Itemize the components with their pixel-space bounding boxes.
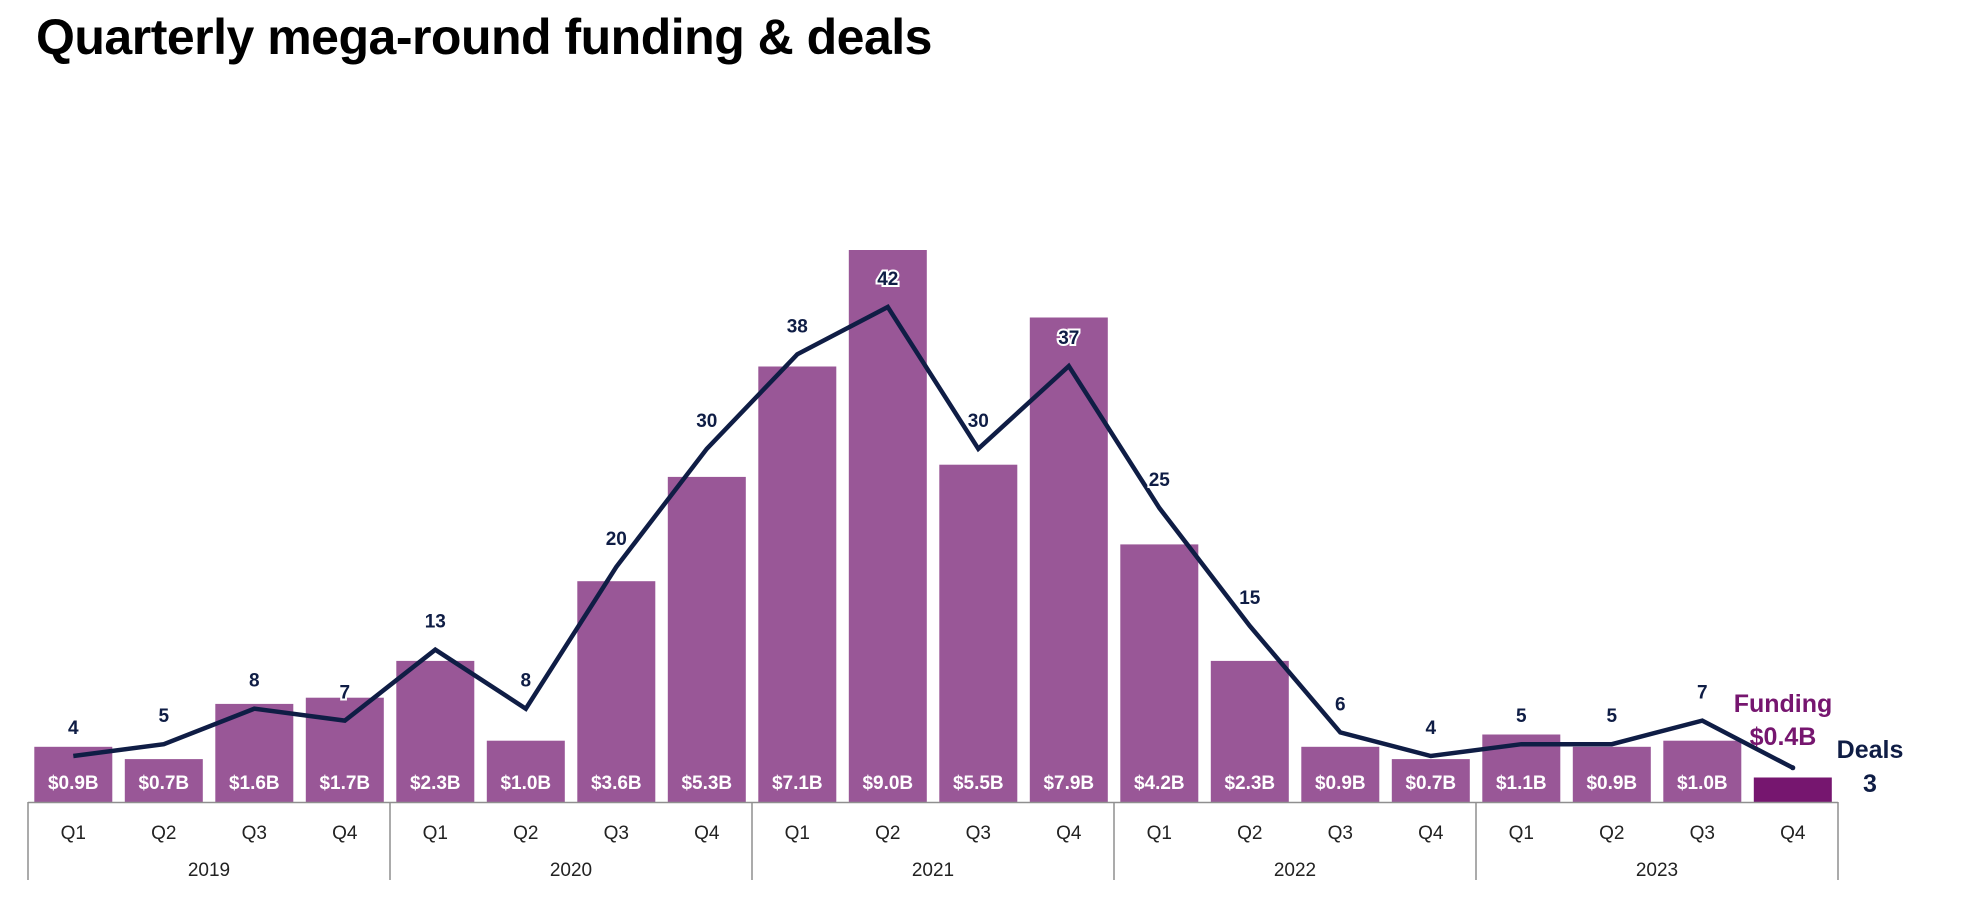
quarter-tick-label: Q3	[604, 823, 629, 844]
deal-count-label: 5	[1516, 706, 1527, 727]
quarter-tick-label: Q2	[875, 823, 900, 844]
quarter-tick-label: Q1	[61, 823, 86, 844]
deal-count-label: 4	[1426, 718, 1437, 739]
deals-line-layer	[73, 304, 1796, 771]
funding-bar	[1210, 660, 1289, 802]
quarter-tick-label: Q2	[1237, 823, 1262, 844]
deal-count-label: 42	[877, 269, 898, 290]
deal-count-label: 7	[340, 683, 351, 704]
deal-count-label: 38	[787, 316, 808, 337]
quarter-tick-label: Q3	[966, 823, 991, 844]
quarter-tick-label: Q2	[1599, 823, 1624, 844]
quarter-tick-label: Q3	[1690, 823, 1715, 844]
funding-bar-label: $0.7B	[138, 773, 189, 794]
chart-title: Quarterly mega-round funding & deals	[36, 9, 933, 65]
deal-count-label: 30	[968, 411, 989, 432]
funding-bar	[1029, 317, 1108, 802]
funding-bar-label: $5.3B	[681, 773, 732, 794]
funding-bar-label: $3.6B	[591, 773, 642, 794]
last-quarter-annotation: Funding $0.4B Deals 3	[1734, 690, 1904, 798]
funding-bar	[486, 740, 565, 802]
quarter-tick-label: Q1	[1147, 823, 1172, 844]
deal-count-label: 5	[159, 706, 170, 727]
funding-bar-label: $0.9B	[1315, 773, 1366, 794]
funding-bar	[396, 660, 475, 802]
funding-bar	[848, 250, 927, 802]
funding-bar	[1120, 544, 1199, 802]
quarter-tick-label: Q3	[242, 823, 267, 844]
funding-bar-label: $2.3B	[1224, 773, 1275, 794]
deal-labels: 4 5 8 7 13 8 20 30 38 42 30 37 25 15 6 4 5 5 7	[66, 267, 1710, 741]
deals-line-endpoint	[1790, 765, 1796, 771]
deal-count-label: 15	[1239, 588, 1261, 609]
deal-count-label: 20	[606, 529, 627, 550]
funding-bar-label: $1.7B	[319, 773, 370, 794]
funding-bar	[1663, 740, 1742, 802]
year-label: 2020	[550, 860, 592, 881]
funding-bar	[1753, 777, 1832, 802]
funding-bar-label: $5.5B	[953, 773, 1004, 794]
year-label: 2021	[912, 860, 954, 881]
deal-count-label: 7	[1697, 683, 1708, 704]
funding-bar-label: $1.0B	[500, 773, 551, 794]
deal-count-label: 6	[1335, 694, 1346, 715]
quarter-tick-label: Q4	[1780, 823, 1806, 844]
quarter-tick-label: Q1	[423, 823, 448, 844]
funding-bar-label: $7.9B	[1043, 773, 1094, 794]
year-label: 2023	[1636, 860, 1678, 881]
deal-count-label: 8	[249, 671, 260, 692]
funding-bar	[1391, 759, 1470, 802]
annotation-funding-value: $0.4B	[1750, 723, 1817, 751]
quarter-tick-label: Q1	[1509, 823, 1534, 844]
funding-bar	[124, 759, 203, 802]
quarter-tick-label: Q4	[1056, 823, 1082, 844]
quarter-tick-label: Q4	[1418, 823, 1444, 844]
funding-bar-label: $1.0B	[1677, 773, 1728, 794]
quarter-tick-label: Q3	[1328, 823, 1353, 844]
deal-count-label: 30	[696, 411, 717, 432]
funding-bar-label: $1.6B	[229, 773, 280, 794]
funding-bar	[1301, 746, 1380, 802]
year-label: 2022	[1274, 860, 1316, 881]
funding-bar	[758, 366, 837, 802]
quarter-tick-label: Q4	[332, 823, 358, 844]
funding-bars	[34, 250, 1832, 802]
funding-bar	[939, 464, 1018, 802]
funding-bar-labels: $0.9B $0.7B $1.6B $1.7B $2.3B $1.0B $3.6B $5.3B…	[48, 773, 1728, 794]
deal-count-label: 4	[68, 718, 79, 739]
funding-bar	[1572, 746, 1651, 802]
funding-bar-label: $0.7B	[1405, 773, 1456, 794]
x-axis: Q1 Q2 Q3 Q4 Q1 Q2 Q3 Q4 Q1 Q2 Q3 Q4 Q1 Q2 Q3 Q4 Q1 Q2 Q3 Q4…	[27, 801, 1839, 881]
funding-bar	[577, 581, 656, 802]
deal-count-label: 8	[521, 671, 532, 692]
annotation-deals-value: 3	[1863, 770, 1877, 798]
funding-bar-label: $1.1B	[1496, 773, 1547, 794]
funding-bar-label: $2.3B	[410, 773, 461, 794]
deal-count-label: 13	[425, 612, 446, 633]
quarter-tick-label: Q2	[513, 823, 538, 844]
deal-count-label: 25	[1149, 470, 1171, 491]
annotation-deals-label: Deals	[1837, 736, 1904, 764]
annotation-funding-label: Funding	[1734, 690, 1833, 718]
quarter-tick-label: Q2	[151, 823, 176, 844]
deals-line	[73, 304, 1794, 770]
year-label: 2019	[188, 860, 230, 881]
funding-bar-label: $4.2B	[1134, 773, 1185, 794]
funding-bar-label: $0.9B	[1586, 773, 1637, 794]
quarter-tick-label: Q4	[694, 823, 720, 844]
funding-bar-label: $9.0B	[862, 773, 913, 794]
funding-bar-label: $0.9B	[48, 773, 99, 794]
quarter-tick-label: Q1	[785, 823, 810, 844]
funding-bar-label: $7.1B	[772, 773, 823, 794]
funding-bar	[667, 476, 746, 802]
deal-count-label: 37	[1058, 328, 1079, 349]
deal-count-label: 5	[1607, 706, 1618, 727]
